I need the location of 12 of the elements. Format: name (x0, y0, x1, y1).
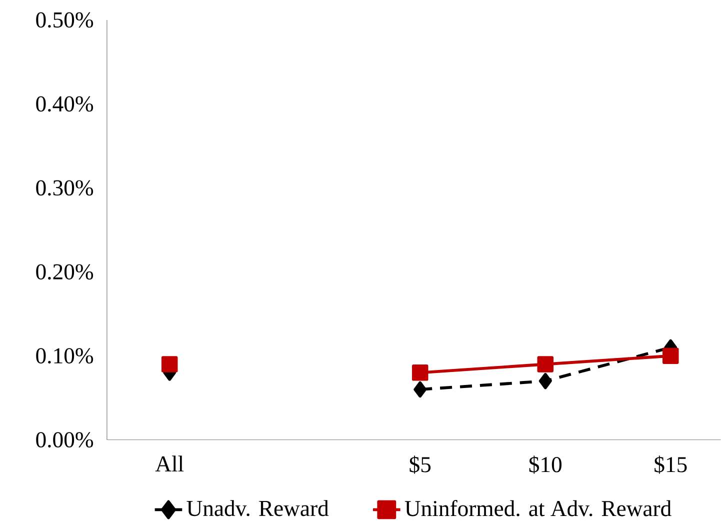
x-tick-label: All (155, 456, 184, 472)
y-tick-label: 0.30% (36, 180, 94, 196)
y-tick-label: 0.20% (36, 264, 94, 280)
y-tick-label: 0.00% (36, 432, 94, 448)
legend-label: Uninformed. at Adv. Reward (404, 500, 672, 516)
x-tick-label: $15 (654, 456, 687, 474)
x-tick-label: $5 (410, 456, 431, 474)
x-tick-label: $10 (529, 456, 562, 474)
y-tick-label: 0.40% (36, 96, 94, 112)
y-tick-label: 0.50% (36, 12, 94, 28)
y-tick-label: 0.10% (36, 348, 94, 364)
legend-label: Unadv. Reward (186, 500, 329, 516)
